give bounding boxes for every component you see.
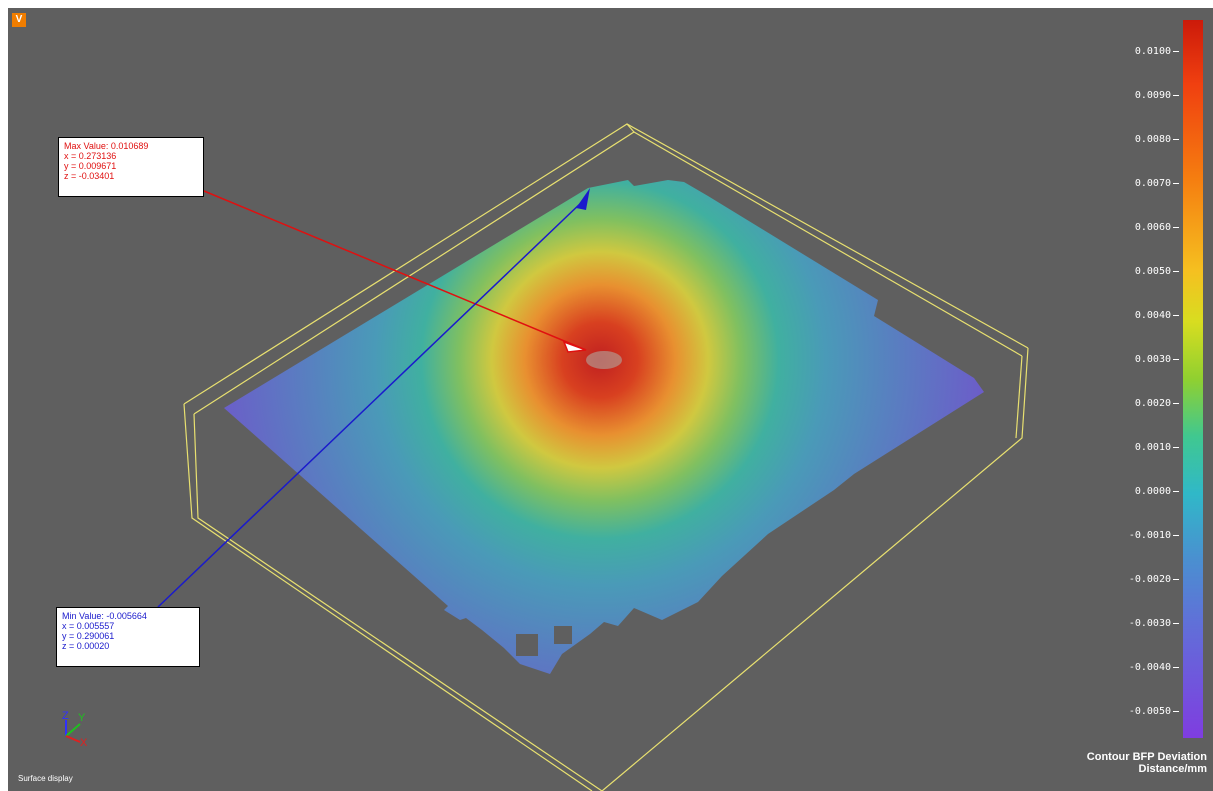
color-scale-tick-label: 0.0090 [1134, 90, 1171, 101]
view-menu-button[interactable]: V [12, 13, 26, 27]
color-scale-tick: 0.0060 [1135, 222, 1179, 234]
axis-z-label: Z [62, 710, 69, 722]
status-label: Surface display [18, 774, 73, 783]
bounding-box-back [183, 123, 1029, 415]
color-scale-tick: -0.0040 [1129, 662, 1179, 674]
color-scale-tick: 0.0040 [1135, 310, 1179, 322]
color-scale-title-line1: Contour BFP Deviation [1086, 751, 1207, 763]
color-scale-tick: 0.0070 [1135, 178, 1179, 190]
color-scale-tick: 0.0010 [1135, 442, 1179, 454]
min-x-value: x = 0.005557 [62, 621, 115, 631]
color-scale-title-line2: Distance/mm [1138, 763, 1207, 775]
min-y-value: y = 0.290061 [62, 631, 115, 641]
color-scale-tick: 0.0080 [1135, 134, 1179, 146]
max-value-callout: Max Value: 0.010689 x = 0.273136 y = 0.0… [58, 137, 204, 197]
axis-x-label: X [80, 737, 88, 749]
max-value-label: Max Value: 0.010689 [64, 141, 149, 151]
min-z-value: z = 0.00020 [62, 641, 110, 651]
color-scale-tick: 0.0000 [1135, 486, 1179, 498]
color-scale-tick-label: -0.0050 [1128, 706, 1171, 717]
color-scale-tick: 0.0090 [1135, 90, 1179, 102]
color-scale-tick: -0.0010 [1129, 530, 1179, 542]
color-scale-tick-label: 0.0040 [1134, 310, 1171, 321]
color-scale-tick-label: 0.0100 [1134, 46, 1171, 57]
max-marker-icon [562, 340, 587, 353]
bounding-box-front [183, 347, 1029, 791]
deviation-surface[interactable] [224, 180, 984, 674]
max-z-value: z = -0.03401 [64, 171, 115, 181]
surface-notch [516, 634, 538, 656]
color-scale-tick-label: 0.0050 [1134, 266, 1171, 277]
color-scale-tick-label: 0.0080 [1134, 134, 1171, 145]
surface-scene[interactable]: Z Y X [8, 8, 1213, 791]
surface-notch [554, 626, 572, 644]
axis-triad-icon[interactable]: Z Y X [62, 710, 88, 749]
color-scale-tick: -0.0030 [1129, 618, 1179, 630]
min-value-label: Min Value: -0.005664 [62, 611, 147, 621]
color-scale-tick-label: 0.0030 [1134, 354, 1171, 365]
color-scale-tick-label: -0.0040 [1128, 662, 1171, 673]
color-scale-tick: 0.0100 [1135, 46, 1179, 58]
axis-y-label: Y [78, 712, 86, 724]
color-scale-tick: 0.0020 [1135, 398, 1179, 410]
color-scale-tick: 0.0050 [1135, 266, 1179, 278]
color-scale-tick-label: 0.0000 [1134, 486, 1171, 497]
max-y-value: y = 0.009671 [64, 161, 117, 171]
color-scale-tick-label: 0.0060 [1134, 222, 1171, 233]
color-scale-tick-label: 0.0010 [1134, 442, 1171, 453]
min-value-callout: Min Value: -0.005664 x = 0.005557 y = 0.… [56, 607, 200, 667]
peak-highlight [586, 351, 622, 369]
color-scale-tick-label: 0.0020 [1134, 398, 1171, 409]
max-x-value: x = 0.273136 [64, 151, 117, 161]
color-scale-tick: -0.0050 [1129, 706, 1179, 718]
color-scale-tick-label: -0.0020 [1128, 574, 1171, 585]
color-scale-tick-label: 0.0070 [1134, 178, 1171, 189]
color-scale-title: Contour BFP Deviation Distance/mm [1087, 751, 1207, 775]
3d-viewport[interactable]: Z Y X V Max Value: 0.010689 x = 0.273136… [8, 8, 1213, 791]
max-leader-line [191, 185, 587, 351]
color-scale-tick-label: -0.0030 [1128, 618, 1171, 629]
color-scale-bar [1183, 20, 1203, 738]
color-scale-tick: -0.0020 [1129, 574, 1179, 586]
min-marker-icon [576, 188, 590, 210]
color-scale-tick-label: -0.0010 [1128, 530, 1171, 541]
color-scale-tick: 0.0030 [1135, 354, 1179, 366]
min-leader-line [157, 199, 585, 608]
